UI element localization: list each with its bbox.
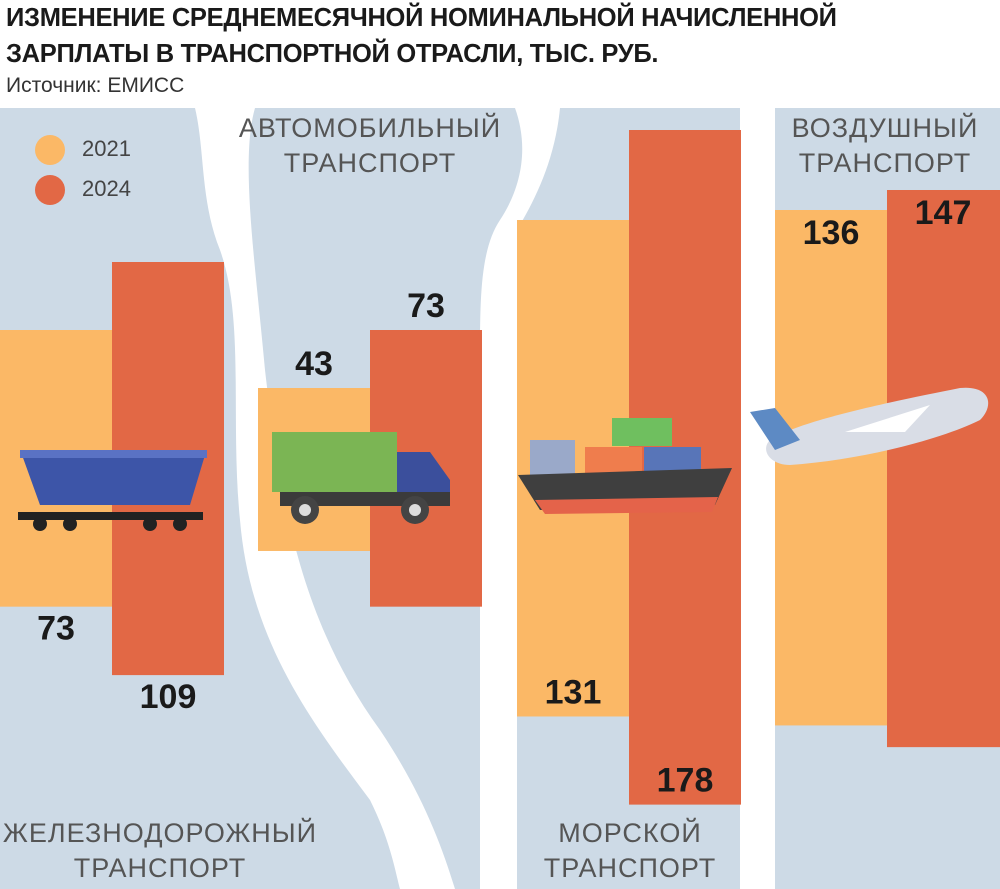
road	[480, 108, 560, 889]
legend-swatch	[35, 135, 65, 165]
value-label: 73	[37, 610, 75, 648]
value-label: 73	[407, 287, 445, 325]
road	[195, 108, 455, 889]
railcar-icon	[18, 450, 207, 531]
header: ИЗМЕНЕНИЕ СРЕДНЕМЕСЯЧНОЙ НОМИНАЛЬНОЙ НАЧ…	[6, 0, 986, 98]
value-label: 147	[915, 194, 972, 232]
value-label: 178	[657, 762, 714, 800]
plane-icon	[750, 387, 989, 465]
value-label: 136	[803, 214, 860, 252]
bar	[775, 210, 887, 726]
category-label: МОРСКОЙ ТРАНСПОРТ	[544, 817, 716, 883]
title: ИЗМЕНЕНИЕ СРЕДНЕМЕСЯЧНОЙ НОМИНАЛЬНОЙ НАЧ…	[6, 4, 837, 68]
road	[740, 108, 775, 889]
source: Источник: ЕМИСС	[6, 74, 185, 97]
legend-label: 2021	[82, 136, 131, 161]
category-label: ЖЕЛЕЗНОДОРОЖНЫЙ ТРАНСПОРТ	[3, 817, 317, 883]
value-label: 131	[545, 673, 602, 711]
bar	[887, 190, 1000, 748]
category-label: ВОЗДУШНЫЙ ТРАНСПОРТ	[792, 112, 979, 178]
truck-icon	[272, 432, 450, 524]
ship-icon	[518, 418, 732, 514]
value-label: 43	[295, 345, 333, 383]
icons	[18, 387, 989, 531]
legend-swatch	[35, 175, 65, 205]
value-label: 109	[140, 678, 197, 716]
category-label: АВТОМОБИЛЬНЫЙ ТРАНСПОРТ	[239, 112, 501, 178]
legend-label: 2024	[82, 176, 131, 201]
